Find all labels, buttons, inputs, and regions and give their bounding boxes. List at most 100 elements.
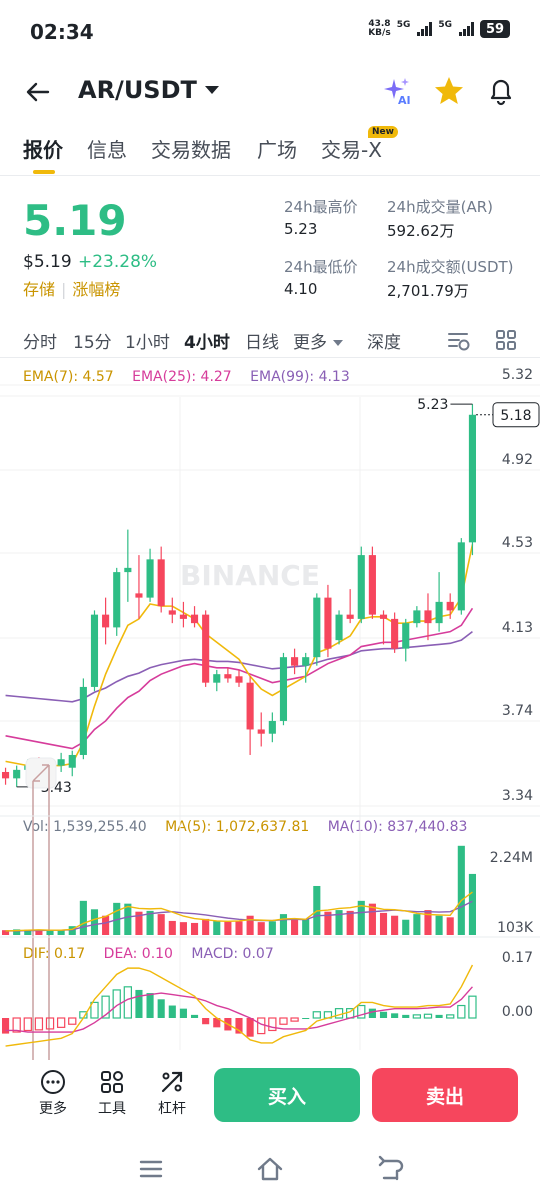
active-tab-indicator	[33, 170, 55, 174]
chevron-down-icon	[204, 86, 219, 94]
macd-histogram-bar	[279, 1017, 288, 1025]
macd-histogram-bar	[90, 1001, 99, 1019]
macd-histogram-bar	[290, 1017, 299, 1022]
volume-bar	[346, 910, 354, 935]
menu-icon[interactable]	[136, 1154, 166, 1184]
price-tick-label: 3.74	[502, 703, 533, 719]
tag-storage[interactable]: 存储	[23, 280, 56, 299]
star-icon[interactable]	[432, 74, 466, 108]
macd-histogram-bar	[468, 995, 477, 1019]
sell-button[interactable]: 卖出	[372, 1068, 518, 1122]
candle-body	[202, 614, 210, 683]
candle-body	[335, 614, 343, 641]
more-dots-icon	[41, 1070, 65, 1094]
more-tool[interactable]: 更多	[31, 1068, 75, 1118]
status-bar: 02:34 43.8 KB/s 5G 5G 59	[0, 0, 540, 64]
volume-bar	[135, 911, 143, 935]
depth-tab[interactable]: 深度	[367, 333, 401, 353]
volume-bar	[368, 903, 376, 935]
volume-bar	[468, 873, 476, 935]
tools-tool[interactable]: 工具	[90, 1068, 134, 1118]
volume-tick-label: 103K	[497, 920, 534, 936]
candle-body	[68, 754, 76, 768]
macd-histogram-bar	[312, 1011, 321, 1019]
bottom-action-bar: 更多 工具 杠杆 买入 卖出	[0, 1060, 540, 1136]
interval-bar: 分时 15分 1小时 4小时 日线 更多 深度	[0, 326, 540, 358]
tab-quote[interactable]: 报价	[23, 138, 63, 162]
price-tick-label: 4.53	[502, 535, 533, 551]
home-icon[interactable]	[255, 1154, 285, 1184]
volume-bar	[202, 918, 210, 935]
stat-high-label: 24h最高价	[284, 198, 358, 216]
back-nav-icon[interactable]	[375, 1154, 405, 1184]
leverage-tool[interactable]: 杠杆	[150, 1068, 194, 1118]
candle-body	[379, 614, 388, 619]
volume-bar	[146, 910, 154, 935]
tag-gainers[interactable]: 涨幅榜	[72, 280, 121, 299]
macd-histogram-bar	[146, 993, 154, 1018]
interval-15m[interactable]: 15分	[73, 333, 112, 353]
interval-4h[interactable]: 4小时	[184, 333, 230, 353]
candle-body	[368, 555, 376, 615]
vol-ma5-legend: MA(5): 1,072,637.81	[165, 819, 310, 835]
watermark-text: BINANCE	[180, 559, 320, 592]
volume-legend: Vol: 1,539,255.40 MA(5): 1,072,637.81 MA…	[23, 819, 481, 835]
pair-selector[interactable]: AR/USDT	[78, 76, 219, 104]
macd-histogram-bar	[45, 1017, 55, 1030]
tab-info[interactable]: 信息	[87, 138, 127, 162]
ema-legend: EMA(7): 4.57 EMA(25): 4.27 EMA(99): 4.13	[23, 369, 364, 385]
macd-tick-label: 0.00	[502, 1004, 533, 1020]
volume-bar	[357, 900, 365, 935]
macd-histogram-bar	[123, 986, 132, 1019]
volume-bar	[402, 919, 410, 935]
new-badge: New	[368, 126, 398, 138]
tab-trading-data[interactable]: 交易数据	[151, 138, 231, 162]
price-chart[interactable]: 5.324.924.534.133.743.34BINANCE5.233.435…	[0, 360, 540, 1060]
buy-button[interactable]: 买入	[214, 1068, 360, 1122]
macd-histogram-bar	[135, 989, 143, 1018]
volume-bar	[235, 921, 243, 935]
interval-1d[interactable]: 日线	[245, 333, 279, 353]
ai-sparkle-icon[interactable]: AI	[380, 74, 414, 108]
volume-bar	[435, 915, 443, 935]
candle-body	[246, 682, 254, 730]
status-indicators: 43.8 KB/s 5G 5G 59	[368, 20, 510, 38]
candle-body	[424, 610, 432, 624]
battery-icon: 59	[480, 20, 510, 38]
grid-layout-icon[interactable]	[494, 328, 518, 352]
volume-bar	[68, 926, 76, 935]
volume-tick-label: 2.24M	[490, 850, 533, 866]
section-tabs: 报价 信息 交易数据 广场 交易-X New	[0, 126, 540, 176]
bell-icon[interactable]	[484, 74, 518, 108]
indicator-settings-icon[interactable]	[446, 328, 472, 354]
candle-body	[235, 676, 243, 683]
volume-bar	[35, 930, 43, 935]
volume-bar	[2, 930, 10, 935]
volume-bar	[335, 910, 343, 935]
tab-square[interactable]: 广场	[257, 138, 297, 162]
volume-bar	[291, 918, 299, 935]
candle-body	[302, 657, 310, 666]
macd-histogram-bar	[2, 1018, 10, 1034]
interval-1h[interactable]: 1小时	[125, 333, 170, 353]
current-price-tag	[492, 402, 540, 428]
volume-bar	[179, 922, 187, 935]
macd-histogram-bar	[34, 1017, 44, 1031]
volume-bar	[257, 922, 265, 935]
macd-histogram-bar	[257, 1017, 266, 1035]
macd-histogram-bar	[446, 1014, 455, 1019]
candle-body	[346, 614, 354, 619]
interval-time[interactable]: 分时	[23, 333, 57, 353]
candle-body	[190, 614, 199, 624]
arrow-left-icon[interactable]	[22, 76, 54, 108]
candle-body	[124, 567, 132, 573]
macd-histogram-bar	[302, 1018, 310, 1019]
volume-bar	[324, 911, 332, 935]
macd-histogram-bar	[168, 1005, 176, 1018]
price-usd: $5.19	[23, 252, 72, 272]
interval-more[interactable]: 更多	[293, 328, 343, 353]
macd-histogram-bar	[213, 1018, 221, 1028]
candle-body	[468, 414, 476, 543]
candle-body	[157, 559, 165, 607]
tab-trade-x[interactable]: 交易-X	[321, 138, 382, 162]
